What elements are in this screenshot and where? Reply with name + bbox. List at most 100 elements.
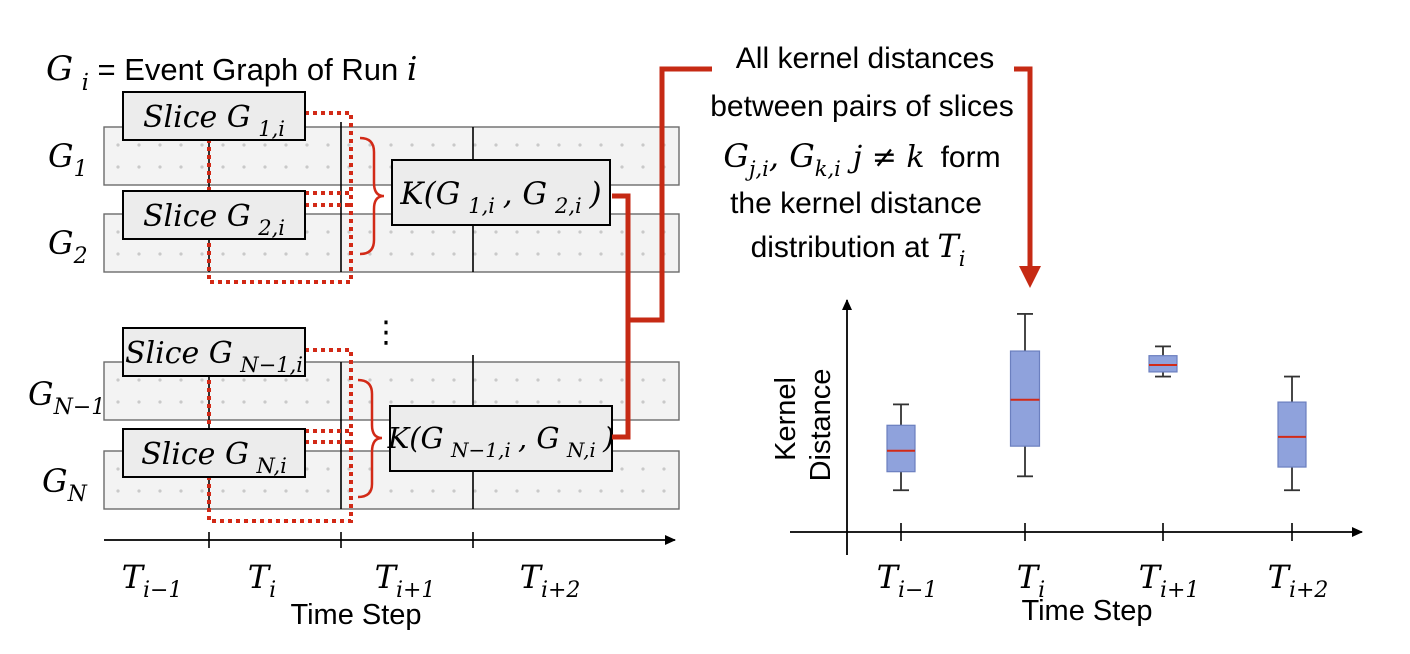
graph-node-dot [410, 252, 414, 256]
graph-node-dot [410, 230, 414, 234]
graph-node-dot [263, 165, 267, 169]
graph-node-dot [536, 378, 540, 382]
graph-node-dot [200, 378, 204, 382]
graph-node-dot [494, 143, 498, 147]
annotation-line-4: the kernel distance [730, 187, 982, 220]
graph-node-dot [557, 143, 561, 147]
graph-node-dot [158, 252, 162, 256]
graph-node-dot [536, 489, 540, 493]
left-x-axis-label: Time Step [290, 599, 421, 631]
graph-node-dot [221, 165, 225, 169]
graph-node-dot [242, 143, 246, 147]
graph-node-dot [221, 489, 225, 493]
graph-node-dot [137, 400, 141, 404]
graph-node-dot [662, 378, 666, 382]
graph-node-dot [368, 230, 372, 234]
svg-text:G i = Event Graph: G i = Event Graph of Run i [46, 49, 417, 98]
box-iqr [886, 424, 916, 473]
definition-header: G i = Event Graph of Run i [46, 49, 417, 98]
category-label: Ti [1017, 558, 1045, 603]
graph-node-dot [305, 489, 309, 493]
svg-text:K(G 1,i , G: K(G 1,i , G 2,i ) [399, 176, 601, 220]
graph-node-dot [263, 143, 267, 147]
graph-node-dot [494, 230, 498, 234]
right-x-axis-label: Time Step [1021, 595, 1152, 627]
slice-box-2: Slice G 2,i [122, 190, 306, 240]
graph-node-dot [389, 230, 393, 234]
row-label-g1: G1 [48, 137, 88, 182]
graph-node-dot [326, 143, 330, 147]
graph-node-dot [578, 230, 582, 234]
graph-node-dot [137, 489, 141, 493]
kernel-2-sub2: N,i [566, 438, 596, 462]
kernel-box-1: K(G 1,i , G 2,i ) [391, 159, 611, 226]
graph-node-dot [326, 400, 330, 404]
graph-node-dot [158, 400, 162, 404]
graph-node-dot [662, 467, 666, 471]
pair-braces [357, 136, 385, 499]
graph-node-dot [305, 143, 309, 147]
slice-n-label: Slice G [141, 437, 249, 472]
graph-node-dot [536, 143, 540, 147]
graph-node-dot [389, 489, 393, 493]
graph-node-dot [179, 378, 183, 382]
graph-node-dot [641, 378, 645, 382]
category-label: Ti+2 [1268, 558, 1329, 603]
graph-node-dot [641, 143, 645, 147]
graph-node-dot [641, 400, 645, 404]
svg-text:Slice G 1,i: Slice G 1,i [143, 100, 285, 141]
category-ticks: Ti−1 Ti Ti+1 Ti+2 [877, 523, 1329, 603]
kernel-2-mid: , G [518, 421, 560, 455]
graph-node-dot [599, 252, 603, 256]
graph-node-dot [494, 400, 498, 404]
graph-node-dot [452, 400, 456, 404]
graph-node-dot [116, 467, 120, 471]
definition-text: = Event Graph of Run [98, 52, 407, 87]
graph-node-dot [116, 400, 120, 404]
graph-node-dot [578, 400, 582, 404]
graph-node-dot [452, 252, 456, 256]
annotation-line-5: distribution at Ti [751, 227, 966, 271]
svg-text:Slice G N,i: Slice G N,i [141, 437, 287, 478]
graph-node-dot [389, 143, 393, 147]
kernel-1-sub2: 2,i [554, 194, 582, 218]
graph-node-dot [641, 230, 645, 234]
slice-1-sub: 1,i [258, 117, 285, 141]
y-axis-label-line-1: Kernel [770, 377, 802, 461]
graph-node-dot [284, 489, 288, 493]
graph-node-dot [599, 489, 603, 493]
graph-node-dot [578, 252, 582, 256]
graph-node-dot [284, 252, 288, 256]
kernel-aggregation-bracket [612, 66, 1041, 440]
graph-node-dot [242, 165, 246, 169]
graph-node-dot [221, 143, 225, 147]
graph-node-dot [326, 467, 330, 471]
y-axis-label-line-2: Distance [805, 369, 837, 482]
graph-node-dot [641, 467, 645, 471]
graph-node-dot [620, 378, 624, 382]
graph-node-dot [620, 165, 624, 169]
kernel-1-text: K(G [399, 176, 460, 212]
graph-node-dot [242, 252, 246, 256]
graph-node-dot [473, 489, 477, 493]
graph-node-dot [368, 165, 372, 169]
graph-node-dot [473, 230, 477, 234]
graph-node-dot [347, 143, 351, 147]
graph-node-dot [368, 143, 372, 147]
graph-node-dot [305, 400, 309, 404]
graph-node-dot [368, 378, 372, 382]
slice-box-n: Slice G N,i [122, 428, 306, 478]
graph-node-dot [431, 489, 435, 493]
graph-node-dot [473, 378, 477, 382]
graph-node-dot [410, 489, 414, 493]
graph-node-dot [515, 252, 519, 256]
graph-node-dot [326, 489, 330, 493]
graph-node-dot [305, 467, 309, 471]
annotation-line-2: between pairs of slices [710, 90, 1014, 123]
graph-node-dot [494, 489, 498, 493]
graph-node-dot [242, 400, 246, 404]
category-label: Ti+1 [1139, 558, 1200, 603]
graph-node-dot [200, 165, 204, 169]
graph-node-dot [221, 400, 225, 404]
graph-node-dot [137, 143, 141, 147]
